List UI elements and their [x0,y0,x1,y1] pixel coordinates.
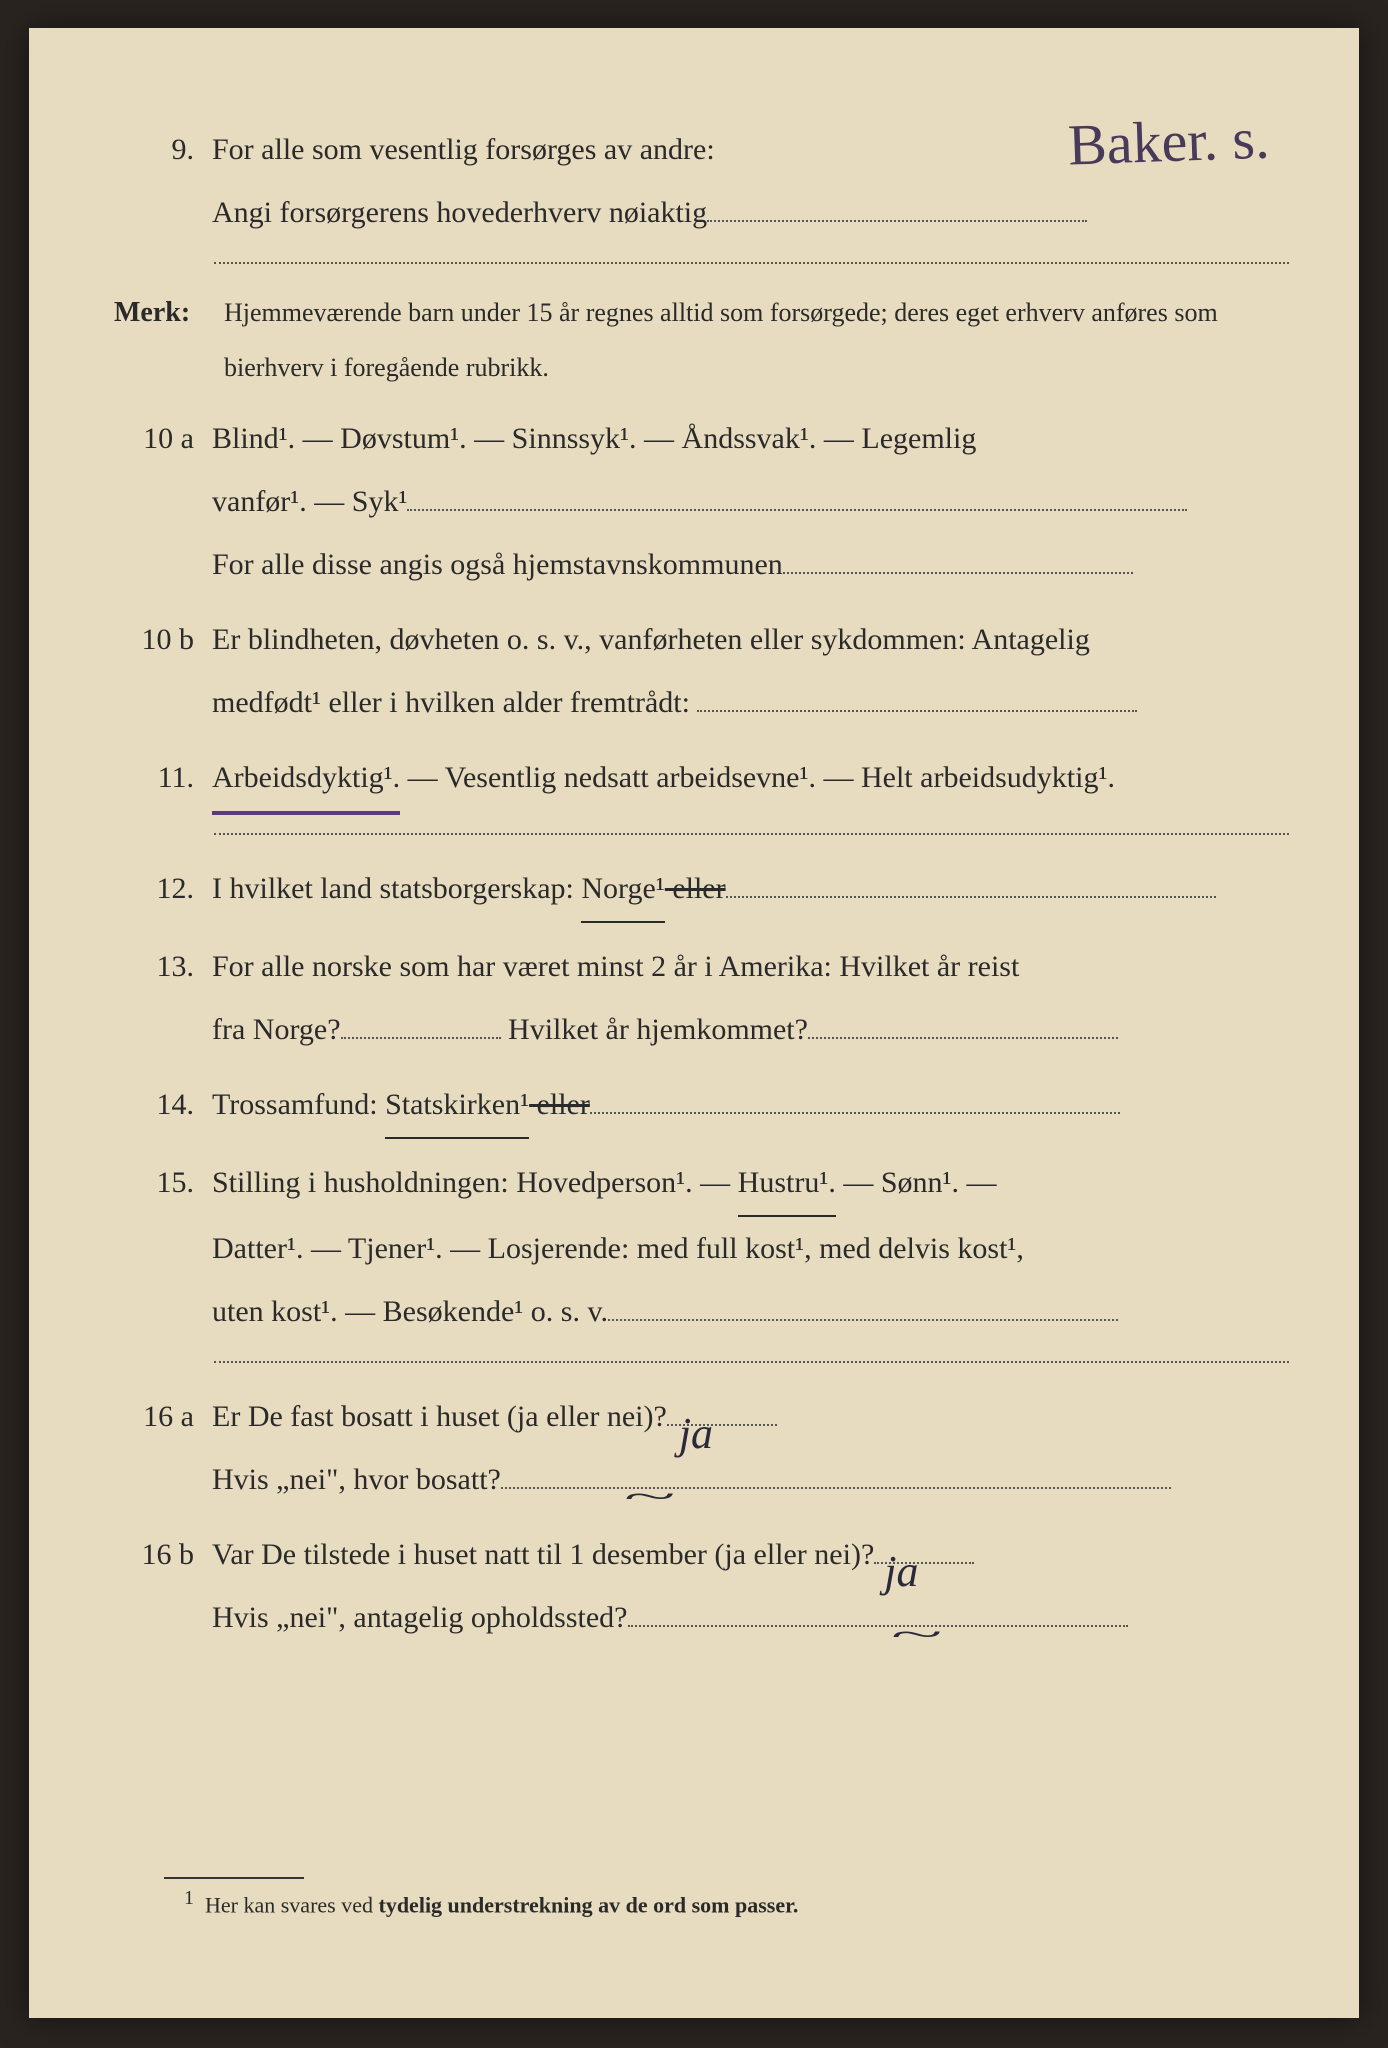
question-15: 15. Stilling i husholdningen: Hovedperso… [114,1151,1289,1343]
q16b-number: 16 b [114,1526,212,1583]
footnote-num: 1 [184,1887,194,1909]
question-10b: 10 b Er blindheten, døvheten o. s. v., v… [114,608,1289,734]
q15-number: 15. [114,1154,212,1211]
q14-blank [590,1112,1120,1114]
q9-number: 9. [114,121,212,178]
q10a-line2: vanfør¹. — Syk¹ [212,485,407,518]
q16a-blank2: ~ [501,1487,1171,1489]
question-10a: 10 a Blind¹. — Døvstum¹. — Sinnssyk¹. — … [114,407,1289,596]
q9-line2: Angi forsørgerens hovederhverv nøiaktig [212,196,707,229]
q11-opt1-underlined: Arbeidsdyktig¹. [212,746,400,815]
q13-blank2 [808,1037,1118,1039]
merk-label: Merk: [114,286,224,339]
footnote-area: 1 Her kan svares ved tydelig understrekn… [114,1877,1289,1918]
q9-blank [707,220,1087,222]
tilde-mark-2: ~ [890,1601,942,1668]
q16b-line2: Hvis „nei", antagelig opholdssted? [212,1601,628,1634]
q13-text: For alle norske som har været minst 2 år… [212,935,1289,1061]
question-16b: 16 b Var De tilstede i huset natt til 1 … [114,1523,1289,1649]
q10b-line2: medfødt¹ eller i hvilken alder fremtrådt… [212,686,690,719]
q13-line2b: Hvilket år hjemkommet? [501,1013,808,1046]
q16a-answer-blank: ja [667,1424,777,1426]
q10b-blank [697,710,1137,712]
q13-number: 13. [114,938,212,995]
q15-blank [608,1319,1118,1321]
q10a-options: Blind¹. — Døvstum¹. — Sinnssyk¹. — Åndss… [212,422,976,455]
question-12: 12. I hvilket land statsborgerskap: Norg… [114,857,1289,923]
q10a-number: 10 a [114,410,212,467]
merk-text: Hjemmeværende barn under 15 år regnes al… [224,286,1289,395]
q12-number: 12. [114,860,212,917]
q10b-line1: Er blindheten, døvheten o. s. v., vanfør… [212,623,1090,656]
q16a-number: 16 a [114,1388,212,1445]
q12-label: I hvilket land statsborgerskap: [212,872,581,905]
q12-text: I hvilket land statsborgerskap: Norge¹ e… [212,857,1289,923]
q15-line1b: — Sønn¹. — [836,1166,997,1199]
q10b-text: Er blindheten, døvheten o. s. v., vanfør… [212,608,1289,734]
question-14: 14. Trossamfund: Statskirken¹ eller [114,1073,1289,1139]
divider-3 [214,1361,1289,1363]
q14-text: Trossamfund: Statskirken¹ eller [212,1073,1289,1139]
q13-blank1 [341,1037,501,1039]
q12-eller: eller [665,872,726,905]
q10a-line3: For alle disse angis også hjemstavnskomm… [212,548,783,581]
question-11: 11. Arbeidsdyktig¹. — Vesentlig nedsatt … [114,746,1289,815]
q13-line2a: fra Norge? [212,1013,341,1046]
footnote-text: Her kan svares ved tydelig understreknin… [205,1892,798,1917]
handwritten-ja1: ja [679,1388,713,1480]
q16b-answer-blank: ja [874,1562,974,1564]
divider-2 [214,833,1289,835]
q11-text: Arbeidsdyktig¹. — Vesentlig nedsatt arbe… [212,746,1289,815]
q16a-line1: Er De fast bosatt i huset (ja eller nei)… [212,1400,667,1433]
footnote: 1 Her kan svares ved tydelig understrekn… [184,1887,1289,1918]
q11-number: 11. [114,749,212,806]
q14-label: Trossamfund: [212,1088,385,1121]
q9-line1: For alle som vesentlig forsørges av andr… [212,133,715,166]
q16b-text: Var De tilstede i huset natt til 1 desem… [212,1523,1289,1649]
q14-eller: eller [529,1088,590,1121]
q13-line1: For alle norske som har været minst 2 år… [212,950,1019,983]
q16b-blank2: ~ [628,1625,1128,1627]
merk-row: Merk: Hjemmeværende barn under 15 år reg… [114,286,1289,395]
q10b-number: 10 b [114,611,212,668]
census-form-page: Baker. s. 9. For alle som vesentlig fors… [29,28,1359,2018]
divider-1 [214,262,1289,264]
q15-line1a: Stilling i husholdningen: Hovedperson¹. … [212,1166,738,1199]
q15-line2: Datter¹. — Tjener¹. — Losjerende: med fu… [212,1232,1024,1265]
q15-line3: uten kost¹. — Besøkende¹ o. s. v. [212,1295,608,1328]
q10a-blank2 [783,572,1133,574]
q15-text: Stilling i husholdningen: Hovedperson¹. … [212,1151,1289,1343]
q14-statskirken: Statskirken¹ [385,1073,529,1139]
tilde-mark-1: ~ [624,1463,676,1530]
q11-rest: — Vesentlig nedsatt arbeidsevne¹. — Helt… [400,761,1115,794]
q16a-line2: Hvis „nei", hvor bosatt? [212,1463,501,1496]
q15-hustru: Hustru¹. [738,1151,836,1217]
q16b-line1: Var De tilstede i huset natt til 1 desem… [212,1538,874,1571]
q10a-text: Blind¹. — Døvstum¹. — Sinnssyk¹. — Åndss… [212,407,1289,596]
footnote-rule [164,1877,304,1879]
q12-blank [726,896,1216,898]
q14-number: 14. [114,1076,212,1133]
question-16a: 16 a Er De fast bosatt i huset (ja eller… [114,1385,1289,1511]
question-13: 13. For alle norske som har været minst … [114,935,1289,1061]
q16a-text: Er De fast bosatt i huset (ja eller nei)… [212,1385,1289,1511]
handwritten-baker: Baker. s. [1067,105,1271,179]
q10a-blank1 [407,509,1187,511]
q12-norge: Norge¹ [581,857,664,923]
